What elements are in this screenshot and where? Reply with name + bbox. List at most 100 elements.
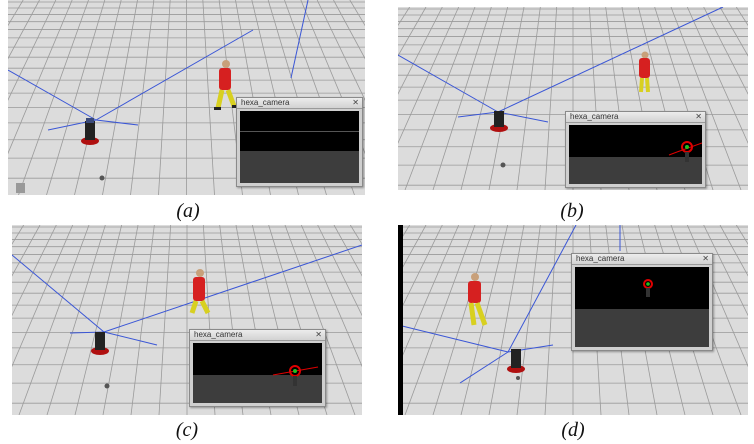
grid-line [8, 0, 57, 101]
close-icon[interactable]: ✕ [352, 98, 359, 107]
camera-window-title: hexa_camera [576, 254, 625, 263]
grid-line [488, 7, 525, 190]
grid-line [18, 0, 89, 195]
sensor-ray [497, 111, 549, 123]
camera-window-titlebar[interactable]: hexa_camera ✕ [566, 112, 705, 123]
camera-window-titlebar[interactable]: hexa_camera ✕ [572, 254, 712, 265]
corner-indicator [16, 183, 25, 193]
grid-line [46, 225, 106, 415]
grid-line [130, 225, 155, 415]
grid-line [102, 0, 138, 195]
grid-line [8, 0, 40, 60]
sensor-ray [507, 225, 577, 353]
sensor-ray [8, 69, 97, 121]
grid-line [12, 225, 25, 245]
grid-line [735, 225, 748, 245]
close-icon[interactable]: ✕ [315, 330, 322, 339]
person [189, 269, 211, 315]
grid-line [719, 225, 748, 277]
camera-window-title: hexa_camera [194, 330, 243, 339]
grid-line [516, 225, 541, 415]
camera-window[interactable]: hexa_camera ✕ [571, 253, 713, 351]
ground-marker [99, 175, 105, 181]
grid-line [404, 225, 476, 415]
camera-window[interactable]: hexa_camera ✕ [189, 329, 326, 407]
panel-b: hexa_camera ✕ [398, 7, 748, 190]
camera-window-titlebar[interactable]: hexa_camera ✕ [190, 330, 325, 341]
grid-line [12, 225, 41, 277]
camera-window-title: hexa_camera [241, 98, 290, 107]
sensor-ray [95, 29, 254, 121]
grid-line [398, 7, 460, 144]
grid-line [12, 225, 74, 368]
sensor-rays [398, 225, 621, 384]
grid-line [158, 225, 172, 415]
grid-line [158, 0, 171, 195]
grid-line [432, 7, 492, 190]
camera-view [240, 111, 359, 183]
grid-line [488, 225, 525, 415]
grid-line [316, 0, 365, 101]
grid-line [284, 225, 356, 415]
hexapod-robot [490, 111, 508, 132]
panel-c: hexa_camera ✕ [12, 225, 362, 415]
grid-line [12, 225, 57, 317]
panel-d: hexa_camera ✕ [398, 225, 748, 415]
grid-line [74, 0, 122, 195]
grid-line [670, 7, 742, 190]
grid-line [703, 7, 748, 95]
grid-line [398, 225, 460, 368]
person [468, 273, 488, 326]
target-marker [668, 141, 702, 162]
sensor-ray [103, 331, 158, 346]
grid-line [516, 7, 541, 190]
sensor-ray [398, 324, 509, 353]
target-marker [272, 365, 319, 386]
grid-line [398, 225, 427, 277]
grid-line [202, 0, 215, 195]
caption-a: (a) [176, 200, 200, 222]
sensor-ray [398, 54, 499, 113]
sensor-ray [12, 254, 105, 333]
grid-line [102, 225, 139, 415]
grid-line [18, 225, 90, 415]
caption-c: (c) [175, 419, 199, 441]
grid-line [74, 225, 123, 415]
camera-view [575, 267, 709, 347]
sensor-ray [103, 244, 362, 333]
camera-window[interactable]: hexa_camera ✕ [236, 97, 363, 187]
ground-marker [500, 162, 506, 168]
ground-marker [104, 383, 110, 389]
grid-line [544, 225, 558, 415]
sensor-rays [8, 0, 309, 131]
grid-line [46, 0, 106, 195]
person [214, 60, 239, 110]
close-icon[interactable]: ✕ [702, 254, 709, 263]
caption-d: (d) [561, 419, 585, 441]
left-black-border [398, 225, 403, 415]
grid-line [544, 7, 558, 190]
camera-window[interactable]: hexa_camera ✕ [565, 111, 706, 188]
sensor-ray [497, 7, 724, 113]
grid-line [686, 7, 748, 144]
camera-window-title: hexa_camera [570, 112, 619, 121]
close-icon[interactable]: ✕ [695, 112, 702, 121]
grid-line [703, 225, 748, 317]
grid-line [404, 7, 476, 190]
grid-line [460, 7, 509, 190]
grid-line [130, 0, 155, 195]
grid-line [8, 0, 73, 155]
sensor-rays [398, 7, 724, 123]
grid-line [349, 225, 362, 245]
hexapod-robot [81, 118, 99, 145]
caption-b: (b) [560, 200, 584, 222]
grid-line [333, 225, 362, 277]
person [639, 51, 650, 93]
sensor-ray [290, 0, 309, 79]
sensor-ray [459, 351, 509, 384]
camera-window-titlebar[interactable]: hexa_camera ✕ [237, 98, 362, 109]
grid-line [317, 225, 362, 317]
hexapod-robot [91, 332, 109, 355]
grid-line [735, 7, 748, 27]
grid-line [719, 7, 748, 57]
